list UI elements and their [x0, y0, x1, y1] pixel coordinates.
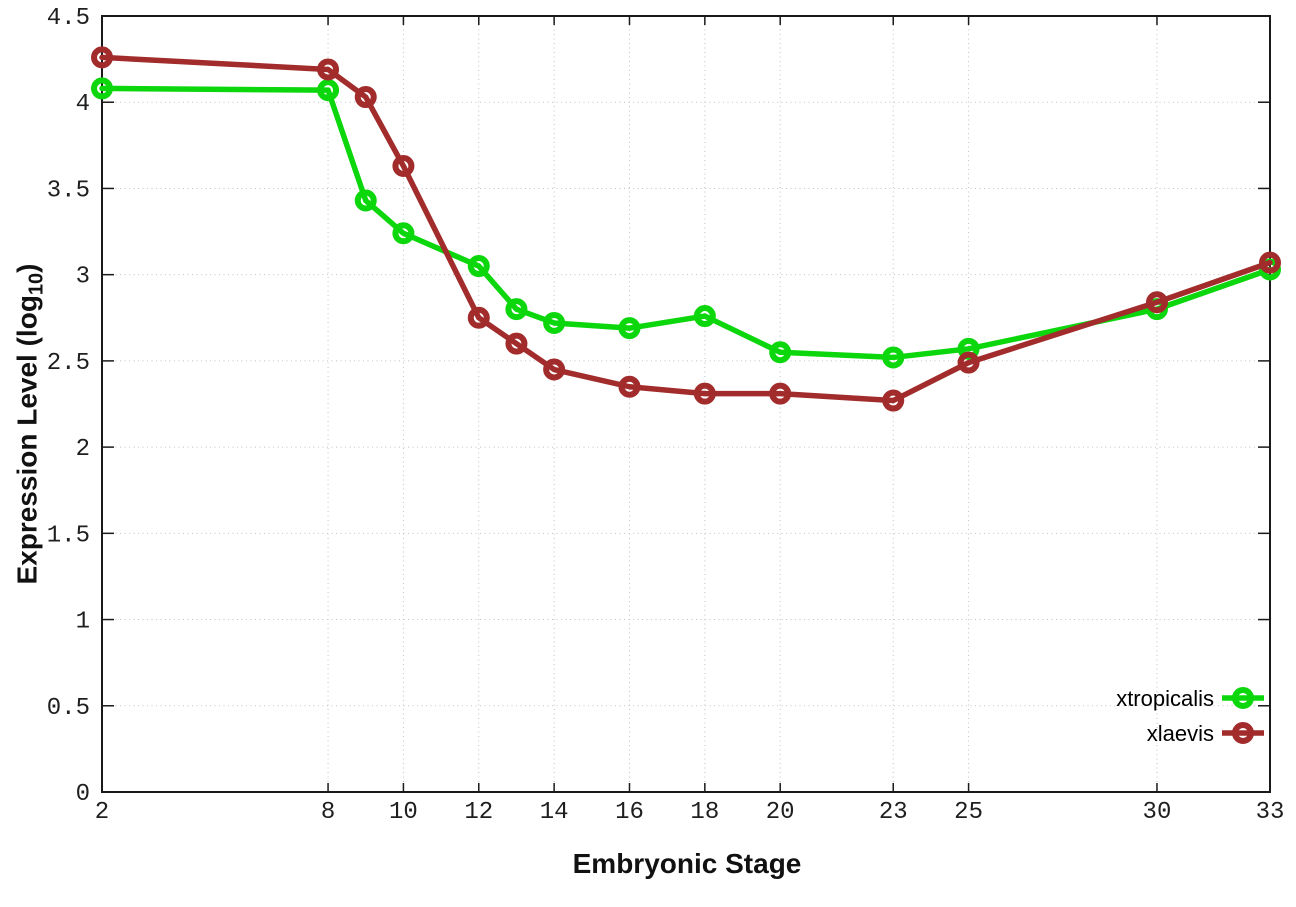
x-axis-title: Embryonic Stage: [572, 848, 802, 879]
y-tick-label: 2: [76, 436, 90, 463]
y-tick-label: 1: [76, 609, 90, 636]
x-tick-label: 20: [766, 799, 795, 826]
x-tick-label: 33: [1256, 799, 1285, 826]
y-axis-title-subscript: 10: [25, 272, 48, 296]
x-tick-labels: 2 8 10 12 14 16 18 20 23 25 30 33: [95, 799, 1285, 826]
x-tick-label: 16: [615, 799, 644, 826]
x-tick-label: 10: [389, 799, 418, 826]
data-point-marker: [1259, 251, 1281, 274]
y-tick-label: 4: [76, 91, 90, 118]
data-point-marker: [769, 341, 792, 364]
legend-label: xlaevis: [1147, 721, 1214, 746]
data-point-marker: [957, 351, 980, 374]
data-point-marker: [505, 332, 528, 355]
data-point-marker: [317, 79, 340, 102]
data-point-marker: [467, 306, 490, 329]
data-point-marker: [882, 346, 905, 369]
data-point-marker: [543, 311, 566, 334]
y-tick-label: 0.5: [47, 695, 90, 722]
data-point-marker: [693, 382, 716, 405]
data-point-marker: [392, 155, 415, 178]
data-point-marker: [467, 255, 490, 278]
x-tick-label: 30: [1143, 799, 1172, 826]
x-tick-label: 12: [464, 799, 493, 826]
y-tick-labels: 0 0.5 1 1.5 2 2.5 3 3.5 4 4.5: [47, 5, 90, 808]
plot-border: [101, 15, 1271, 793]
gridlines: [102, 16, 1270, 792]
legend-sample-marker: [1232, 722, 1254, 744]
x-tick-label: 2: [95, 799, 109, 826]
data-point-marker: [91, 46, 113, 69]
series-line-xtropicalis: [99, 85, 1273, 361]
series-xlaevis: [91, 46, 1281, 412]
data-point-marker: [354, 86, 377, 109]
x-tick-label: 18: [690, 799, 719, 826]
series-line-xlaevis: [99, 54, 1273, 404]
y-tick-label: 1.5: [47, 522, 90, 549]
legend-label: xtropicalis: [1116, 686, 1214, 711]
y-tick-label: 2.5: [47, 350, 90, 377]
y-tick-label: 3.5: [47, 177, 90, 204]
y-tick-label: 4.5: [47, 5, 90, 32]
data-point-marker: [1145, 291, 1168, 314]
x-tick-label: 8: [321, 799, 335, 826]
y-axis-title: Expression Level (log10): [12, 264, 49, 585]
data-point-marker: [618, 375, 641, 398]
y-axis-title-text: Expression Level (log: [11, 295, 43, 585]
y-axis-title-close: ): [11, 263, 43, 273]
x-tick-label: 25: [954, 799, 983, 826]
data-point-marker: [543, 358, 566, 381]
legend: xtropicalis xlaevis: [1116, 686, 1264, 746]
x-tick-label: 23: [879, 799, 908, 826]
data-point-marker: [693, 305, 716, 328]
y-tick-label: 0: [76, 781, 90, 808]
y-tick-label: 3: [76, 264, 90, 291]
axis-ticks: [101, 15, 1271, 793]
data-point-marker: [505, 298, 528, 321]
legend-item-xlaevis: xlaevis: [1147, 721, 1264, 746]
data-point-marker: [317, 58, 340, 81]
data-point-marker: [618, 317, 641, 340]
x-tick-label: 14: [540, 799, 569, 826]
legend-sample-marker: [1232, 687, 1254, 709]
data-point-marker: [392, 222, 415, 245]
data-point-marker: [882, 389, 905, 412]
data-point-marker: [769, 382, 792, 405]
data-point-marker: [354, 189, 377, 212]
data-point-marker: [91, 77, 113, 100]
legend-item-xtropicalis: xtropicalis: [1116, 686, 1264, 711]
